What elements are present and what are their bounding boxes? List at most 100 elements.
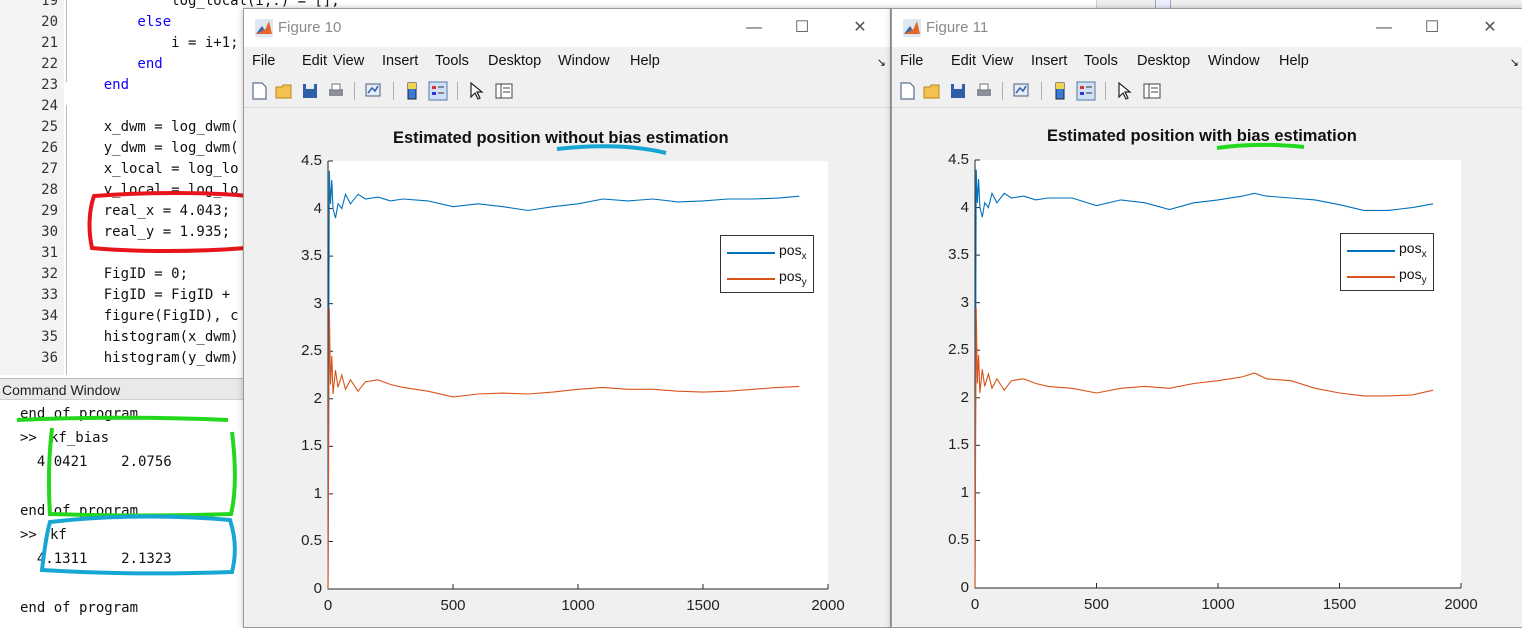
- maximize-button[interactable]: ☐: [794, 19, 810, 36]
- matlab-icon: [903, 19, 921, 37]
- property-inspector-icon[interactable]: [1142, 81, 1162, 101]
- y-tick-label: 3: [313, 294, 322, 312]
- title-bar[interactable]: Figure 11 — ☐ ✕: [892, 9, 1522, 47]
- line-number: 32: [41, 266, 58, 282]
- plot-area: Estimated position with bias estimation …: [892, 109, 1522, 627]
- menu-edit[interactable]: Edit: [302, 53, 327, 69]
- minimize-button[interactable]: —: [746, 19, 762, 36]
- menu-desktop[interactable]: Desktop: [488, 53, 542, 69]
- menu-help[interactable]: Help: [630, 53, 660, 69]
- line-number: 26: [41, 140, 58, 156]
- toolbar-separator: [457, 82, 458, 100]
- window-title: Figure 10: [278, 19, 342, 36]
- menu-view[interactable]: View: [982, 53, 1014, 69]
- pointer-icon[interactable]: [1114, 81, 1134, 101]
- open-file-icon[interactable]: [922, 81, 942, 101]
- property-inspector-icon[interactable]: [494, 81, 514, 101]
- legend-entry: posx: [727, 242, 811, 262]
- menu-desktop[interactable]: Desktop: [1137, 53, 1191, 69]
- dock-arrow-icon[interactable]: ↘: [1509, 57, 1519, 69]
- y-tick-label: 2: [960, 388, 969, 406]
- legend-entry: posx: [1347, 240, 1431, 260]
- red-annotation-box: [87, 191, 253, 253]
- y-tick-label: 3: [960, 293, 969, 311]
- link-plot-icon[interactable]: [1011, 81, 1031, 101]
- save-icon[interactable]: [300, 81, 320, 101]
- minimize-button[interactable]: —: [1376, 19, 1392, 36]
- y-tick-label: 4.5: [301, 152, 322, 169]
- menu-file[interactable]: File: [900, 53, 924, 69]
- code-line: else: [70, 14, 172, 30]
- legend-icon[interactable]: [428, 81, 448, 101]
- code-line: histogram(y_dwm): [70, 350, 239, 366]
- figure-toolbar: [892, 75, 1522, 108]
- menu-window[interactable]: Window: [1208, 53, 1260, 69]
- legend-entry: posy: [727, 268, 811, 288]
- menu-tools[interactable]: Tools: [435, 53, 469, 69]
- command-prompt: >>: [20, 430, 37, 447]
- link-plot-icon[interactable]: [363, 81, 383, 101]
- legend-entry: posy: [1347, 266, 1431, 286]
- y-tick-label: 1: [960, 483, 969, 501]
- menu-file[interactable]: File: [252, 53, 276, 69]
- menu-insert[interactable]: Insert: [1031, 53, 1068, 69]
- new-figure-icon[interactable]: [249, 81, 269, 101]
- blue-title-underline: [556, 144, 667, 155]
- menu-insert[interactable]: Insert: [382, 53, 419, 69]
- line-number: 36: [41, 350, 58, 366]
- x-tick-label: 2000: [1444, 596, 1478, 613]
- menu-tools[interactable]: Tools: [1084, 53, 1118, 69]
- line-number: 31: [41, 245, 58, 261]
- toolbar-separator: [1041, 82, 1042, 100]
- dock-arrow-icon[interactable]: ↘: [876, 57, 886, 69]
- menu-window[interactable]: Window: [558, 53, 610, 69]
- menu-bar: File Edit View Insert Tools Desktop Window Help…: [892, 49, 1522, 75]
- line-number: 30: [41, 224, 58, 240]
- y-tick-label: 2.5: [301, 342, 322, 360]
- colorbar-icon[interactable]: [1050, 81, 1070, 101]
- fold-line: [66, 105, 67, 375]
- y-tick-label: 1.5: [948, 436, 969, 454]
- toolbar-separator: [393, 82, 394, 100]
- pointer-icon[interactable]: [466, 81, 486, 101]
- figure-10-window[interactable]: Figure 10 — ☐ ✕ File Edit View Insert Tools D…: [243, 8, 891, 628]
- print-icon[interactable]: [974, 81, 994, 101]
- save-icon[interactable]: [948, 81, 968, 101]
- print-icon[interactable]: [326, 81, 346, 101]
- close-button[interactable]: ✕: [853, 19, 867, 36]
- matlab-icon: [255, 19, 273, 37]
- line-number: 28: [41, 182, 58, 198]
- y-tick-label: 0: [960, 579, 969, 596]
- line-number: 33: [41, 287, 58, 303]
- command-window[interactable]: Command Window end of program >> kf_bias 4…: [0, 378, 243, 618]
- colorbar-icon[interactable]: [402, 81, 422, 101]
- new-figure-icon[interactable]: [897, 81, 917, 101]
- menu-help[interactable]: Help: [1279, 53, 1309, 69]
- line-number: 24: [41, 98, 58, 114]
- y-tick-label: 0: [313, 580, 322, 597]
- open-file-icon[interactable]: [274, 81, 294, 101]
- x-tick-label: 500: [1083, 596, 1110, 613]
- y-tick-label: 2: [313, 389, 322, 407]
- axes-background: [328, 161, 828, 589]
- legend-label: posx: [1399, 240, 1427, 260]
- legend-swatch: [1347, 276, 1395, 278]
- toolbar-separator: [1105, 82, 1106, 100]
- legend: posx posy: [1340, 233, 1434, 291]
- menu-edit[interactable]: Edit: [951, 53, 976, 69]
- series-line-pos-x: [974, 169, 1434, 589]
- maximize-button[interactable]: ☐: [1424, 19, 1440, 36]
- figure-11-window[interactable]: Figure 11 — ☐ ✕ File Edit View Insert Tools D…: [891, 8, 1522, 628]
- axes-background: [975, 160, 1461, 588]
- code-line: x_local = log_lo: [70, 161, 239, 177]
- title-bar[interactable]: Figure 10 — ☐ ✕: [244, 9, 890, 47]
- close-button[interactable]: ✕: [1483, 19, 1497, 36]
- code-line: FigID = FigID +: [70, 287, 231, 303]
- menu-view[interactable]: View: [333, 53, 365, 69]
- x-tick-label: 2000: [811, 597, 845, 614]
- line-number: 25: [41, 119, 58, 135]
- series-line-pos-y: [974, 307, 1434, 589]
- legend-label: posy: [1399, 266, 1427, 286]
- x-tick-label: 1000: [561, 597, 595, 614]
- legend-icon[interactable]: [1076, 81, 1096, 101]
